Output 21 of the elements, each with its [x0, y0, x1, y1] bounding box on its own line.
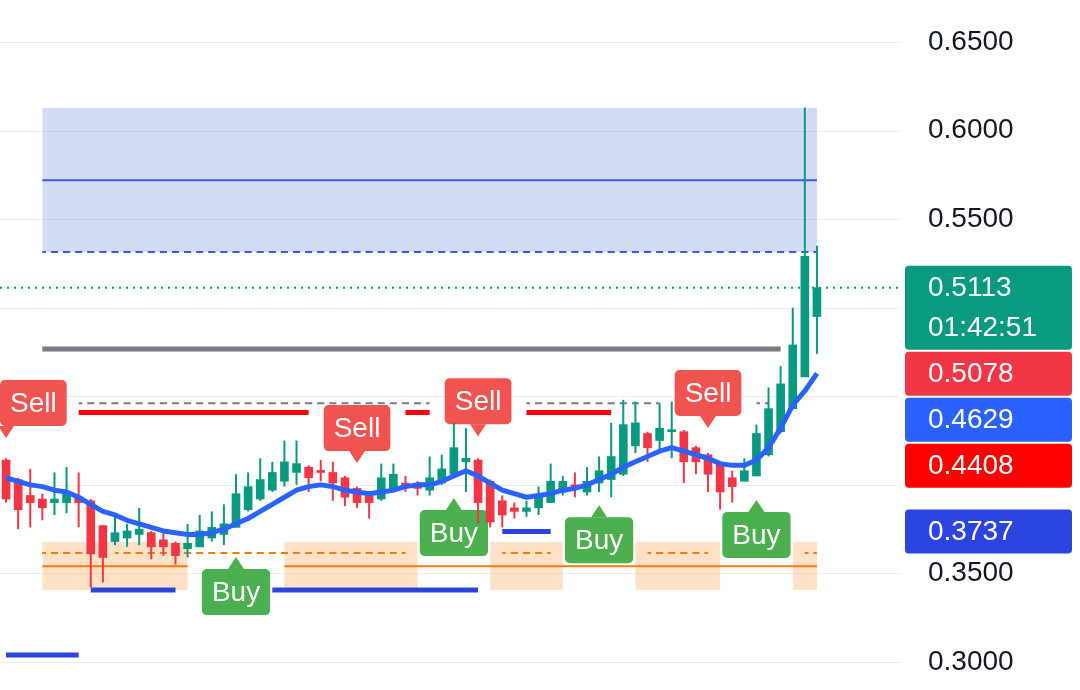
- y-tick-label: 0.5500: [928, 201, 1014, 233]
- y-tick-label: 0.6500: [928, 24, 1014, 56]
- candlestick: [667, 400, 677, 460]
- data-label: Sell: [684, 376, 732, 408]
- y-tick-label: 0.3500: [928, 556, 1014, 588]
- data-label: Buy: [574, 523, 624, 555]
- data-label: Buy: [429, 516, 478, 548]
- data-label: Buy: [211, 575, 261, 607]
- data-label: Sell: [333, 411, 381, 443]
- data-label: Sell: [454, 384, 502, 416]
- y-tick-label: 0.3000: [928, 644, 1014, 676]
- text: 0.4629: [928, 403, 1014, 435]
- ref-line-label: 0.5113: [928, 271, 1012, 303]
- y-tick-label: 0.6000: [928, 113, 1014, 145]
- data-label: Buy: [732, 518, 781, 550]
- text: 0.5078: [928, 357, 1014, 389]
- data-label: Sell: [9, 386, 57, 418]
- text: 0.4408: [928, 449, 1014, 481]
- text: 0.3737: [928, 515, 1014, 547]
- text: 01:42:51: [928, 311, 1037, 343]
- candlestick: [316, 459, 326, 483]
